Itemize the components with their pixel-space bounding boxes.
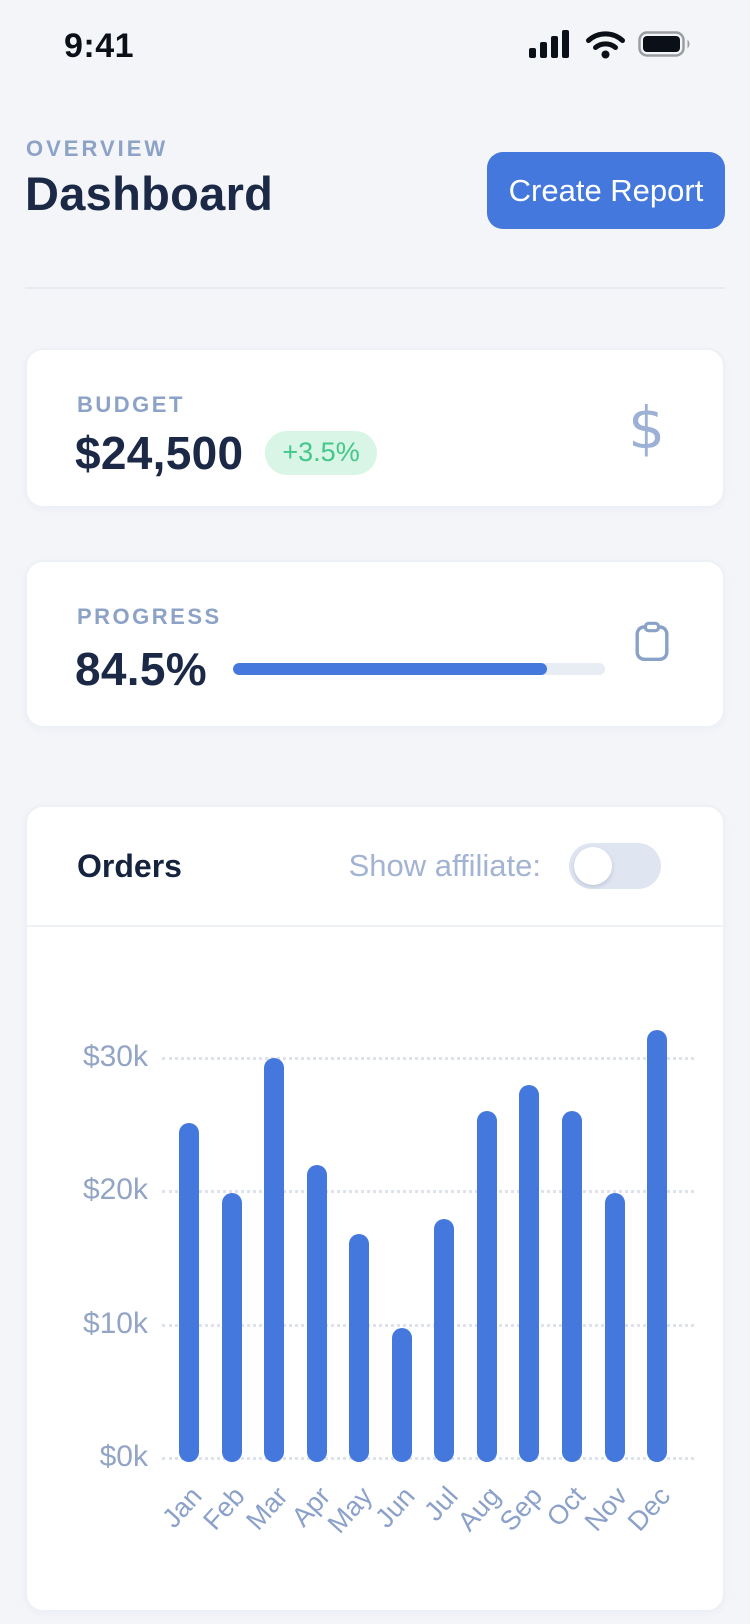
orders-title: Orders	[77, 847, 182, 884]
progress-row: 84.5%	[75, 642, 605, 696]
budget-card: BUDGET $24,500 +3.5% $	[25, 348, 725, 508]
chart-gridline	[162, 1056, 694, 1060]
section-eyebrow: OVERVIEW	[26, 136, 169, 161]
chart-bar-aug	[476, 1111, 497, 1462]
budget-delta-badge: +3.5%	[265, 431, 377, 475]
progress-bar-fill	[232, 663, 548, 675]
status-time: 9:41	[64, 26, 135, 65]
budget-value: $24,500	[75, 427, 244, 479]
progress-card: PROGRESS 84.5%	[25, 560, 725, 728]
chart-xtick-label: Mar	[239, 1480, 294, 1536]
dollar-icon: $	[628, 394, 665, 462]
orders-header: Orders Show affiliate:	[27, 807, 723, 925]
toggle-knob	[574, 847, 612, 885]
orders-chart: $0k $10k $20k $30k Jan Feb Mar Apr May Jun Jul Aug S…	[27, 807, 723, 1610]
chart-bar-mar	[264, 1057, 285, 1462]
page-title: Dashboard	[25, 167, 274, 220]
wifi-icon	[585, 29, 626, 64]
chart-ytick-label: $10k	[82, 1306, 148, 1340]
header-divider	[25, 287, 725, 289]
chart-xtick-label: Jan	[156, 1480, 209, 1534]
chart-bar-jan	[179, 1123, 199, 1463]
chart-ytick-label: $0k	[99, 1440, 148, 1473]
chart-bar-jul	[434, 1219, 455, 1462]
chart-bar-dec	[647, 1029, 667, 1462]
show-affiliate-toggle[interactable]	[569, 843, 661, 889]
status-icons	[529, 29, 692, 64]
chart-gridline	[162, 1190, 694, 1193]
progress-label: PROGRESS	[77, 604, 222, 629]
chart-bar-apr	[306, 1164, 327, 1462]
progress-bar-track	[232, 663, 605, 675]
show-affiliate-label: Show affiliate:	[348, 848, 541, 883]
cellular-signal-icon	[529, 29, 573, 64]
chart-bar-nov	[604, 1192, 625, 1462]
budget-row: $24,500 +3.5%	[75, 426, 377, 480]
clipboard-icon	[635, 621, 669, 667]
chart-bar-jun	[391, 1327, 412, 1462]
chart-xtick-label: Feb	[197, 1480, 251, 1536]
chart-xtick-label: Oct	[540, 1480, 592, 1533]
chart-ytick-label: $20k	[82, 1173, 148, 1206]
battery-icon	[638, 30, 692, 62]
chart-ytick-label: $30k	[82, 1039, 148, 1073]
orders-header-divider	[27, 925, 723, 927]
status-bar: 9:41	[0, 22, 750, 70]
chart-gridline	[162, 1457, 694, 1460]
orders-card: Orders Show affiliate: $0k $10k $20k $30k Ja…	[25, 805, 725, 1612]
chart-bar-feb	[221, 1192, 242, 1462]
progress-value: 84.5%	[75, 643, 207, 695]
chart-xtick-label: Jun	[369, 1480, 421, 1534]
budget-label: BUDGET	[77, 392, 185, 417]
chart-bar-may	[349, 1234, 370, 1462]
create-report-button[interactable]: Create Report	[487, 152, 725, 229]
chart-bar-oct	[562, 1111, 582, 1462]
chart-bar-sep	[519, 1084, 540, 1462]
chart-xtick-label: Dec	[621, 1480, 677, 1537]
chart-gridline	[162, 1323, 694, 1327]
